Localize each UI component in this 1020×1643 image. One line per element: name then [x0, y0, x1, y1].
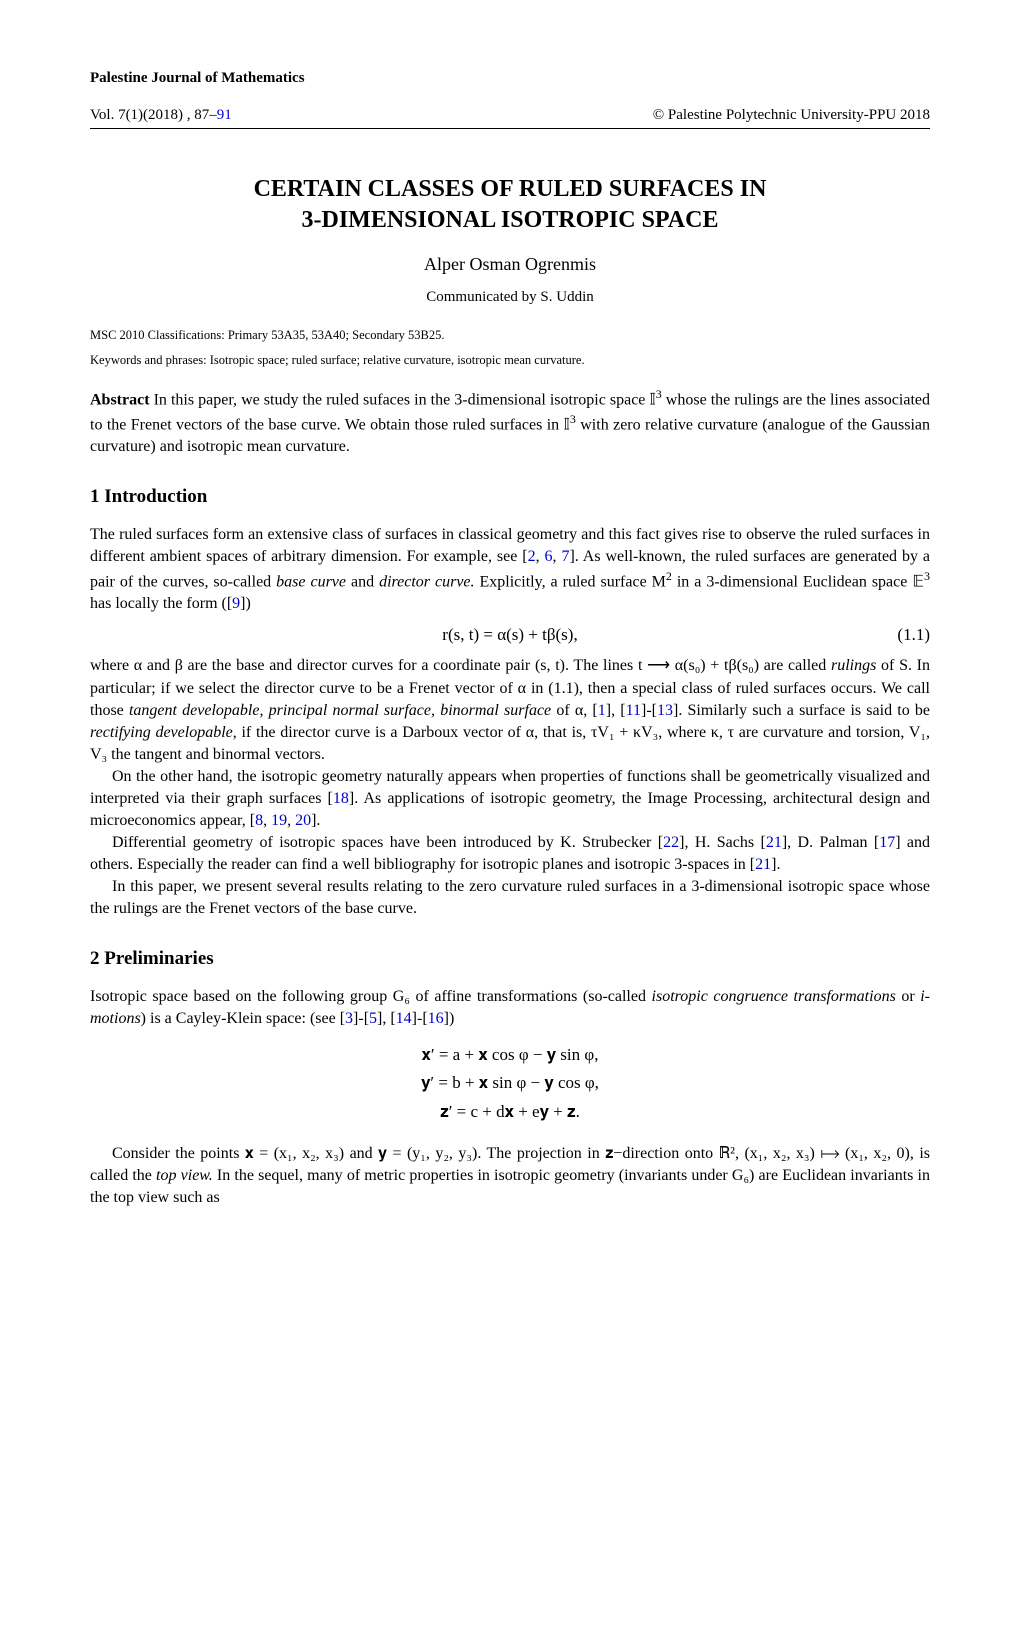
cite-11[interactable]: 11	[626, 702, 641, 719]
section-2: 2 Preliminaries Isotropic space based on…	[90, 948, 930, 1209]
cite-5[interactable]: 5	[369, 1010, 377, 1027]
sup-3c: 3	[924, 569, 930, 583]
sec2-para1: Isotropic space based on the following g…	[90, 986, 930, 1030]
t: of α, [	[551, 702, 598, 719]
cite-19[interactable]: 19	[271, 812, 287, 829]
sec1-para1: The ruled surfaces form an extensive cla…	[90, 524, 930, 616]
section-2-heading: 2 Preliminaries	[90, 948, 930, 970]
t: base curve	[276, 573, 346, 590]
eq-row-2: 𝐲′ = b + 𝐱 sin φ − 𝐲 cos φ,	[421, 1069, 599, 1098]
t: ]-[	[641, 702, 657, 719]
t: ], D. Palman [	[782, 834, 879, 851]
t: isotropic congruence transformations	[652, 988, 896, 1005]
eq-row-1: 𝐱′ = a + 𝐱 cos φ − 𝐲 sin φ,	[422, 1041, 599, 1070]
t: ].	[771, 856, 780, 873]
cite-22[interactable]: 22	[663, 834, 679, 851]
t: ], [	[606, 702, 626, 719]
cite-6[interactable]: 6	[545, 548, 553, 565]
title-line-1: CERTAIN CLASSES OF RULED SURFACES IN	[90, 174, 930, 205]
page-end-link[interactable]: 91	[217, 107, 232, 123]
cite-9[interactable]: 9	[232, 595, 240, 612]
eq-row-3: 𝐳′ = c + d𝐱 + e𝐲 + 𝐳.	[440, 1098, 580, 1127]
header-row: Vol. 7(1)(2018) , 87–91 © Palestine Poly…	[90, 107, 930, 129]
cite-20[interactable]: 20	[295, 812, 311, 829]
eq-number: (1.1)	[897, 625, 930, 645]
sec1-para3: On the other hand, the isotropic geometr…	[90, 766, 930, 832]
cite-17[interactable]: 17	[879, 834, 895, 851]
cite-13[interactable]: 13	[657, 702, 673, 719]
sec1-para5: In this paper, we present several result…	[90, 876, 930, 920]
t: rulings	[831, 657, 876, 674]
author: Alper Osman Ogrenmis	[90, 254, 930, 275]
t: ])	[444, 1010, 455, 1027]
t: ], H. Sachs [	[679, 834, 766, 851]
cite-2[interactable]: 2	[528, 548, 536, 565]
t: or	[896, 988, 920, 1005]
cite-18[interactable]: 18	[333, 790, 349, 807]
journal-name: Palestine Journal of Mathematics	[90, 70, 930, 87]
t: rectifying developable	[90, 724, 233, 741]
abstract-label: Abstract	[90, 392, 150, 409]
t: ], [	[377, 1010, 396, 1027]
t: Isotropic space based on the following g…	[90, 988, 652, 1005]
t: ]-[	[353, 1010, 369, 1027]
t: where α and β are the base and director …	[90, 657, 831, 674]
sec2-para2: Consider the points 𝐱 = (x₁, x₂, x₃) and…	[90, 1143, 930, 1209]
paper-title: CERTAIN CLASSES OF RULED SURFACES IN 3-D…	[90, 174, 930, 236]
cite-21[interactable]: 21	[766, 834, 782, 851]
communicated-by: Communicated by S. Uddin	[90, 289, 930, 306]
cite-21b[interactable]: 21	[755, 856, 771, 873]
cite-1[interactable]: 1	[598, 702, 606, 719]
t: ) is a Cayley-Klein space: (see [	[141, 1010, 345, 1027]
abstract-text-1: In this paper, we study the ruled suface…	[150, 392, 656, 409]
sec1-para2: where α and β are the base and director …	[90, 655, 930, 765]
equation-1-1: r(s, t) = α(s) + tβ(s), (1.1)	[90, 625, 930, 645]
cite-14[interactable]: 14	[396, 1010, 412, 1027]
t: ]. Similarly such a surface is said to b…	[673, 702, 930, 719]
title-line-2: 3-DIMENSIONAL ISOTROPIC SPACE	[90, 205, 930, 236]
t: ].	[311, 812, 320, 829]
cite-16[interactable]: 16	[428, 1010, 444, 1027]
t: ,	[263, 812, 271, 829]
t: and	[346, 573, 379, 590]
abstract: Abstract In this paper, we study the rul…	[90, 386, 930, 457]
t: ,	[287, 812, 295, 829]
section-1: 1 Introduction The ruled surfaces form a…	[90, 486, 930, 921]
t: in a 3-dimensional Euclidean space 𝔼	[672, 573, 924, 590]
t: Differential geometry of isotropic space…	[112, 834, 663, 851]
section-1-heading: 1 Introduction	[90, 486, 930, 508]
t: top view.	[156, 1167, 213, 1184]
t: Explicitly, a ruled surface M	[475, 573, 666, 590]
t: ]-[	[412, 1010, 428, 1027]
copyright: © Palestine Polytechnic University-PPU 2…	[653, 107, 930, 124]
vol-label: Vol. 7(1)(2018) , 87–	[90, 107, 217, 123]
t: ])	[240, 595, 251, 612]
keywords: Keywords and phrases: Isotropic space; r…	[90, 353, 930, 368]
t: has locally the form ([	[90, 595, 232, 612]
equation-system: 𝐱′ = a + 𝐱 cos φ − 𝐲 sin φ, 𝐲′ = b + 𝐱 s…	[90, 1041, 930, 1128]
t: ,	[536, 548, 545, 565]
t: tangent developable, principal normal su…	[129, 702, 551, 719]
t: In the sequel, many of metric properties…	[90, 1167, 930, 1206]
volume-info: Vol. 7(1)(2018) , 87–91	[90, 107, 232, 124]
cite-8[interactable]: 8	[255, 812, 263, 829]
cite-3[interactable]: 3	[345, 1010, 353, 1027]
sec1-para4: Differential geometry of isotropic space…	[90, 832, 930, 876]
msc-classification: MSC 2010 Classifications: Primary 53A35,…	[90, 328, 930, 343]
eq-body: r(s, t) = α(s) + tβ(s),	[442, 625, 577, 645]
t: director curve.	[379, 573, 474, 590]
